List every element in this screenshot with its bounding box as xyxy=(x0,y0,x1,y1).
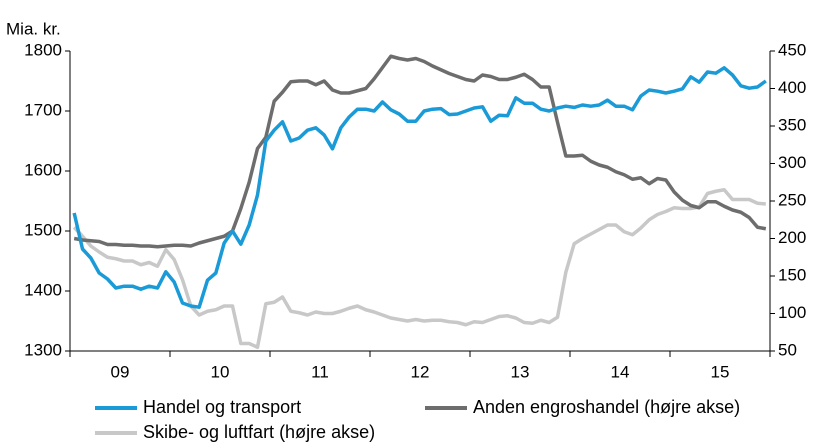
x-tick-label: 14 xyxy=(611,362,630,381)
y2-tick-label: 400 xyxy=(778,78,806,97)
legend-label: Handel og transport xyxy=(143,397,301,417)
y-axis-label: Mia. kr. xyxy=(6,19,61,38)
y-tick-label: 1800 xyxy=(24,40,62,59)
y2-tick-label: 250 xyxy=(778,190,806,209)
x-tick-label: 12 xyxy=(411,362,430,381)
x-tick-label: 09 xyxy=(111,362,130,381)
y2-tick-label: 150 xyxy=(778,265,806,284)
x-tick-label: 10 xyxy=(211,362,230,381)
y-tick-label: 1500 xyxy=(24,220,62,239)
y-tick-label: 1400 xyxy=(24,280,62,299)
y2-tick-label: 50 xyxy=(778,340,797,359)
y-tick-label: 1600 xyxy=(24,160,62,179)
series-line xyxy=(72,188,766,349)
y2-tick-label: 200 xyxy=(778,228,806,247)
y2-tick-label: 300 xyxy=(778,153,806,172)
x-tick-label: 15 xyxy=(711,362,730,381)
legend-label: Skibe- og luftfart (højre akse) xyxy=(143,422,375,442)
y2-tick-label: 450 xyxy=(778,40,806,59)
y2-tick-label: 350 xyxy=(778,115,806,134)
y2-tick-label: 100 xyxy=(778,303,806,322)
series-line xyxy=(72,66,767,309)
x-tick-label: 13 xyxy=(511,362,530,381)
y-tick-label: 1700 xyxy=(24,100,62,119)
y-tick-label: 1300 xyxy=(24,340,62,359)
x-tick-label: 11 xyxy=(311,362,329,381)
legend-label: Anden engroshandel (højre akse) xyxy=(473,397,740,417)
series-line xyxy=(73,54,767,249)
